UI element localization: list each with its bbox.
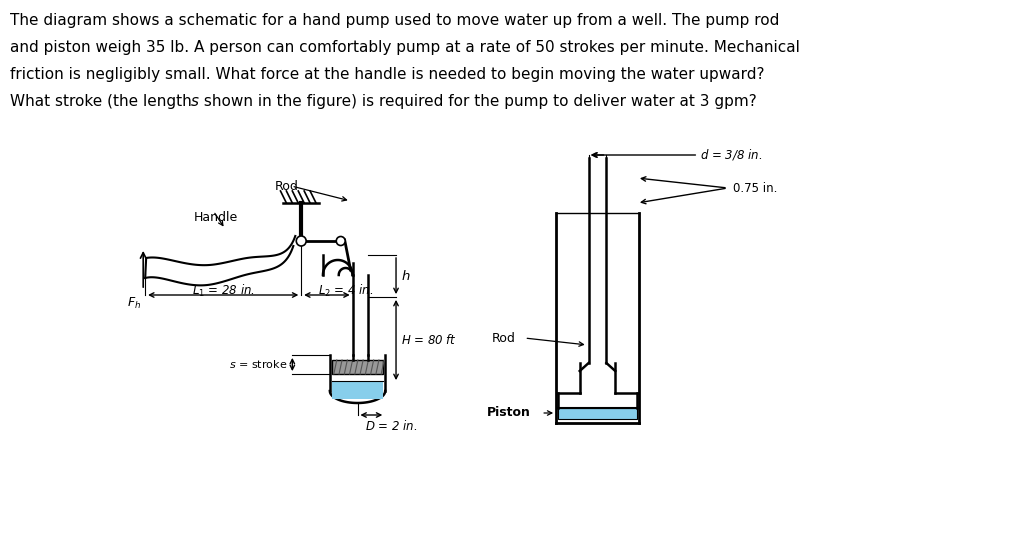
Text: Rod: Rod (492, 332, 516, 344)
Text: What stroke (the length: What stroke (the length (10, 94, 197, 109)
Text: $d$ = 3/8 in.: $d$ = 3/8 in. (700, 148, 763, 163)
Text: Rod: Rod (275, 180, 299, 192)
Circle shape (336, 237, 345, 246)
Text: $s$ = stroke: $s$ = stroke (229, 359, 288, 370)
Text: $L_1$ = 28 in.: $L_1$ = 28 in. (191, 283, 254, 299)
Text: s: s (190, 94, 199, 109)
Bar (332, 360, 383, 374)
Text: $L_2$ = 4 in.: $L_2$ = 4 in. (318, 283, 374, 299)
Text: $D$ = 2 in.: $D$ = 2 in. (366, 419, 418, 433)
Text: shown in the figure) is required for the pump to deliver water at 3 gpm?: shown in the figure) is required for the… (200, 94, 758, 109)
Text: $h$: $h$ (401, 269, 410, 283)
Text: $F_h$: $F_h$ (128, 296, 142, 311)
Text: The diagram shows a schematic for a hand pump used to move water up from a well.: The diagram shows a schematic for a hand… (10, 13, 779, 28)
Text: friction is negligibly small. What force at the handle is needed to begin moving: friction is negligibly small. What force… (10, 67, 765, 82)
Text: and piston weigh 35 lb. A person can comfortably pump at a rate of 50 strokes pe: and piston weigh 35 lb. A person can com… (10, 40, 799, 55)
Text: 0.75 in.: 0.75 in. (732, 182, 777, 195)
Text: Piston: Piston (487, 407, 531, 419)
Circle shape (296, 236, 306, 246)
Text: Handle: Handle (193, 211, 238, 224)
Bar (332, 381, 383, 399)
Bar (558, 408, 637, 419)
Text: $H$ = 80 ft: $H$ = 80 ft (401, 333, 457, 347)
